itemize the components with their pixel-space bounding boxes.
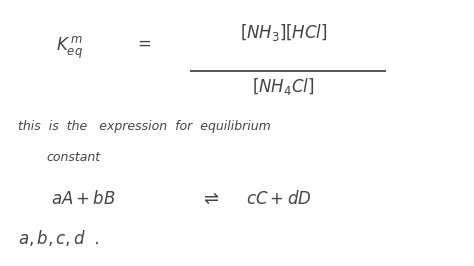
Text: $[NH_3][HCl]$: $[NH_3][HCl]$: [240, 22, 328, 43]
Text: this  is  the   expression  for  equilibrium: this is the expression for equilibrium: [18, 120, 271, 133]
Text: $a, b, c, d$  .: $a, b, c, d$ .: [18, 228, 100, 248]
Text: =: =: [137, 35, 151, 53]
Text: $cC + dD$: $cC + dD$: [246, 190, 312, 208]
Text: $\rightleftharpoons$: $\rightleftharpoons$: [200, 190, 219, 208]
Text: $aA + bB$: $aA + bB$: [51, 190, 116, 208]
Text: constant: constant: [46, 151, 100, 164]
Text: $K_{eq}^{\,m}$: $K_{eq}^{\,m}$: [56, 35, 83, 61]
Text: $[NH_4Cl]$: $[NH_4Cl]$: [252, 76, 315, 97]
